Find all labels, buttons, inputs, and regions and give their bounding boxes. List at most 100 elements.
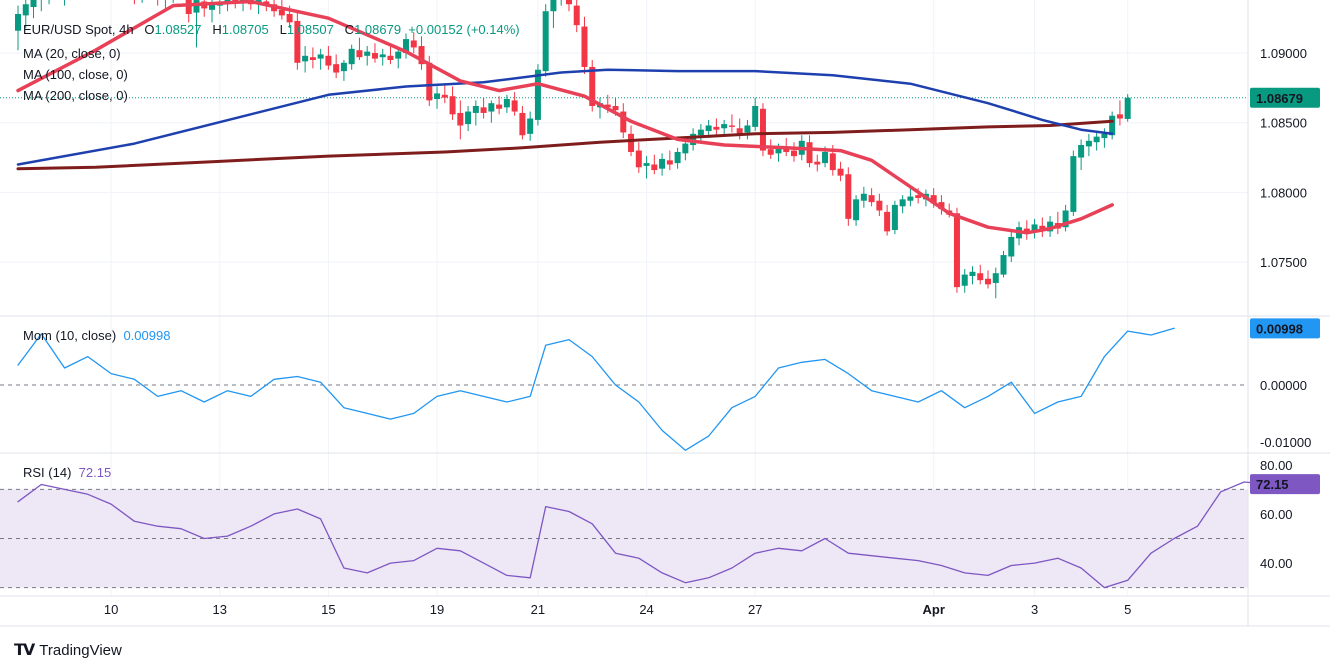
candle-body xyxy=(759,108,766,151)
candle-body xyxy=(278,9,285,16)
time-tick-label: 13 xyxy=(213,602,227,617)
candle-body xyxy=(876,200,883,211)
price-tick-label: 1.09000 xyxy=(1260,46,1307,61)
candle-body xyxy=(674,151,681,164)
candle-body xyxy=(550,0,557,12)
legend-ma20[interactable]: MA (20, close, 0) xyxy=(23,46,121,61)
axis-labels-group: 1.09000 1.08500 1.08000 1.07500 0.00000 -0.01… xyxy=(104,46,1320,617)
ma200-line xyxy=(16,119,1114,171)
candle-body xyxy=(457,112,464,126)
candle-body xyxy=(651,164,658,171)
last-price-badge: 1.08679 xyxy=(1256,91,1303,106)
candle-body xyxy=(434,93,441,100)
rsi-value: 72.15 xyxy=(78,465,112,480)
legend-rsi[interactable]: RSI (14) 72.15 xyxy=(23,465,111,481)
candle-body xyxy=(589,66,596,106)
candle-body xyxy=(853,199,860,221)
candle-body xyxy=(1062,210,1069,228)
candle-body xyxy=(822,151,829,164)
candle-body xyxy=(488,103,495,112)
ma20-line xyxy=(16,0,1114,235)
candles-group xyxy=(15,0,1131,299)
candle-body xyxy=(30,0,37,8)
candle-body xyxy=(666,160,673,165)
mom-value: 0.00998 xyxy=(123,328,171,343)
candle-body xyxy=(1000,255,1007,275)
candle-body xyxy=(728,125,735,127)
time-tick-label: 19 xyxy=(430,602,444,617)
candle-body xyxy=(845,174,852,219)
grid-lines xyxy=(0,0,1248,596)
candle-body xyxy=(472,105,479,113)
candle-body xyxy=(744,125,751,133)
rsi-band-group xyxy=(0,488,1248,589)
mom-value-badge-bg xyxy=(1250,318,1320,339)
candle-body xyxy=(426,62,433,101)
candle-body xyxy=(581,26,588,67)
candle-body xyxy=(193,0,200,13)
time-tick-label: 24 xyxy=(639,602,653,617)
candle-body xyxy=(209,4,215,10)
candle-body xyxy=(441,94,448,98)
candle-body xyxy=(697,129,704,136)
high-value: 1.08705 xyxy=(221,22,269,37)
candle-body xyxy=(294,20,301,63)
last-price-badge-bg xyxy=(1250,87,1320,108)
low-label: L xyxy=(279,22,287,37)
candle-body xyxy=(1031,224,1038,232)
candle-body xyxy=(340,62,347,72)
tradingview-brand: TradingView xyxy=(39,641,122,659)
candle-body xyxy=(620,111,627,133)
candle-body xyxy=(1008,236,1015,257)
candle-body xyxy=(884,211,891,232)
candle-body xyxy=(767,149,774,155)
candle-body xyxy=(969,271,976,276)
open-value: 1.08527 xyxy=(154,22,202,37)
candle-body xyxy=(356,50,363,58)
candle-body xyxy=(286,14,293,23)
candle-body xyxy=(496,104,503,109)
rsi-value-badge: 72.15 xyxy=(1256,477,1289,492)
candle-body xyxy=(938,202,945,210)
rsi-title: RSI (14) xyxy=(23,465,72,480)
tradingview-logo[interactable]: 𝗧𝗩 TradingView xyxy=(14,640,122,660)
candle-body xyxy=(783,149,790,152)
candle-body xyxy=(1124,97,1131,119)
candle-body xyxy=(775,147,782,154)
time-tick-label: Apr xyxy=(922,602,944,617)
candle-body xyxy=(837,168,844,176)
time-tick-label: 27 xyxy=(748,602,762,617)
moving-averages-group xyxy=(16,0,1114,235)
candle-body xyxy=(534,69,541,120)
candle-body xyxy=(977,273,984,281)
candle-body xyxy=(992,273,999,283)
candle-body xyxy=(418,46,425,65)
indicator-lines-group xyxy=(0,327,1269,589)
mom-title: Mom (10, close) xyxy=(23,328,117,343)
candle-body xyxy=(410,40,417,48)
rsi-tick-label: 80.00 xyxy=(1260,458,1293,473)
candle-body xyxy=(565,0,572,5)
candle-body xyxy=(22,4,29,16)
ma100-line xyxy=(16,68,1114,166)
price-tick-label: 1.08500 xyxy=(1260,116,1307,131)
rsi-line xyxy=(17,481,1269,589)
legend-mom[interactable]: Mom (10, close) 0.00998 xyxy=(23,328,170,344)
candle-body xyxy=(325,55,332,66)
candle-body xyxy=(635,150,642,168)
legend-ma200[interactable]: MA (200, close, 0) xyxy=(23,88,128,103)
time-tick-label: 21 xyxy=(531,602,545,617)
candle-body xyxy=(15,14,21,31)
candle-body xyxy=(1101,133,1108,139)
candle-body xyxy=(985,278,991,285)
candle-body xyxy=(371,53,378,59)
candle-body xyxy=(721,124,728,129)
mom-tick-label: -0.01000 xyxy=(1260,435,1311,450)
candle-body xyxy=(309,57,316,60)
candle-body xyxy=(736,128,743,134)
candle-body xyxy=(379,54,386,58)
time-tick-label: 10 xyxy=(104,602,118,617)
legend-ma100[interactable]: MA (100, close, 0) xyxy=(23,67,128,82)
change-value: +0.00152 (+0.14%) xyxy=(408,22,520,37)
